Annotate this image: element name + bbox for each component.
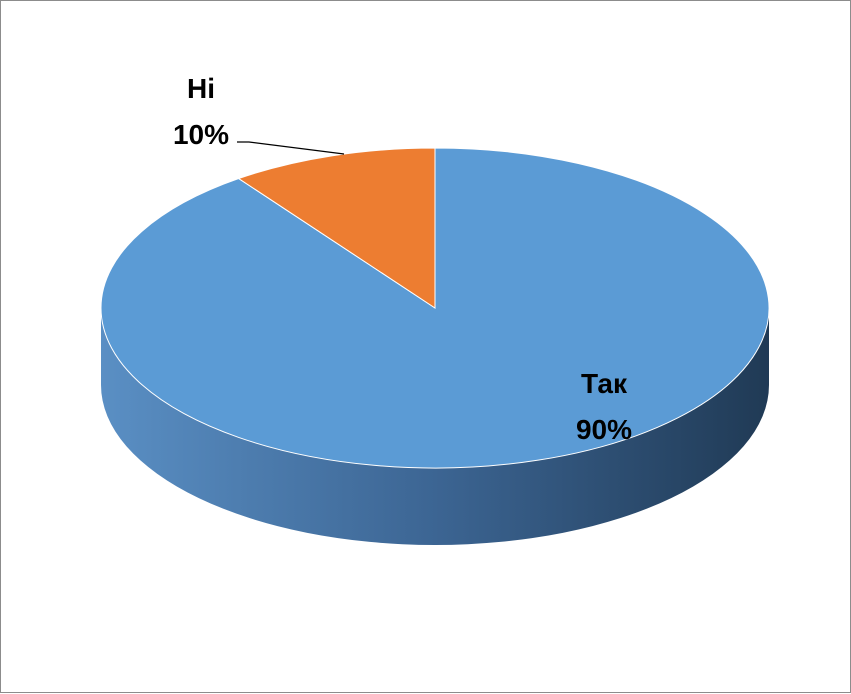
pie-slice-1 bbox=[237, 147, 436, 309]
data-label-value-1: 10% bbox=[173, 119, 229, 150]
leader-line-1 bbox=[237, 141, 345, 155]
pie-slice-0 bbox=[100, 147, 770, 469]
data-label-category-0: Так bbox=[581, 368, 628, 399]
data-label-value-0: 90% bbox=[576, 414, 632, 445]
data-label-category-1: Ні bbox=[187, 73, 215, 104]
pie-side-0 bbox=[101, 308, 769, 545]
